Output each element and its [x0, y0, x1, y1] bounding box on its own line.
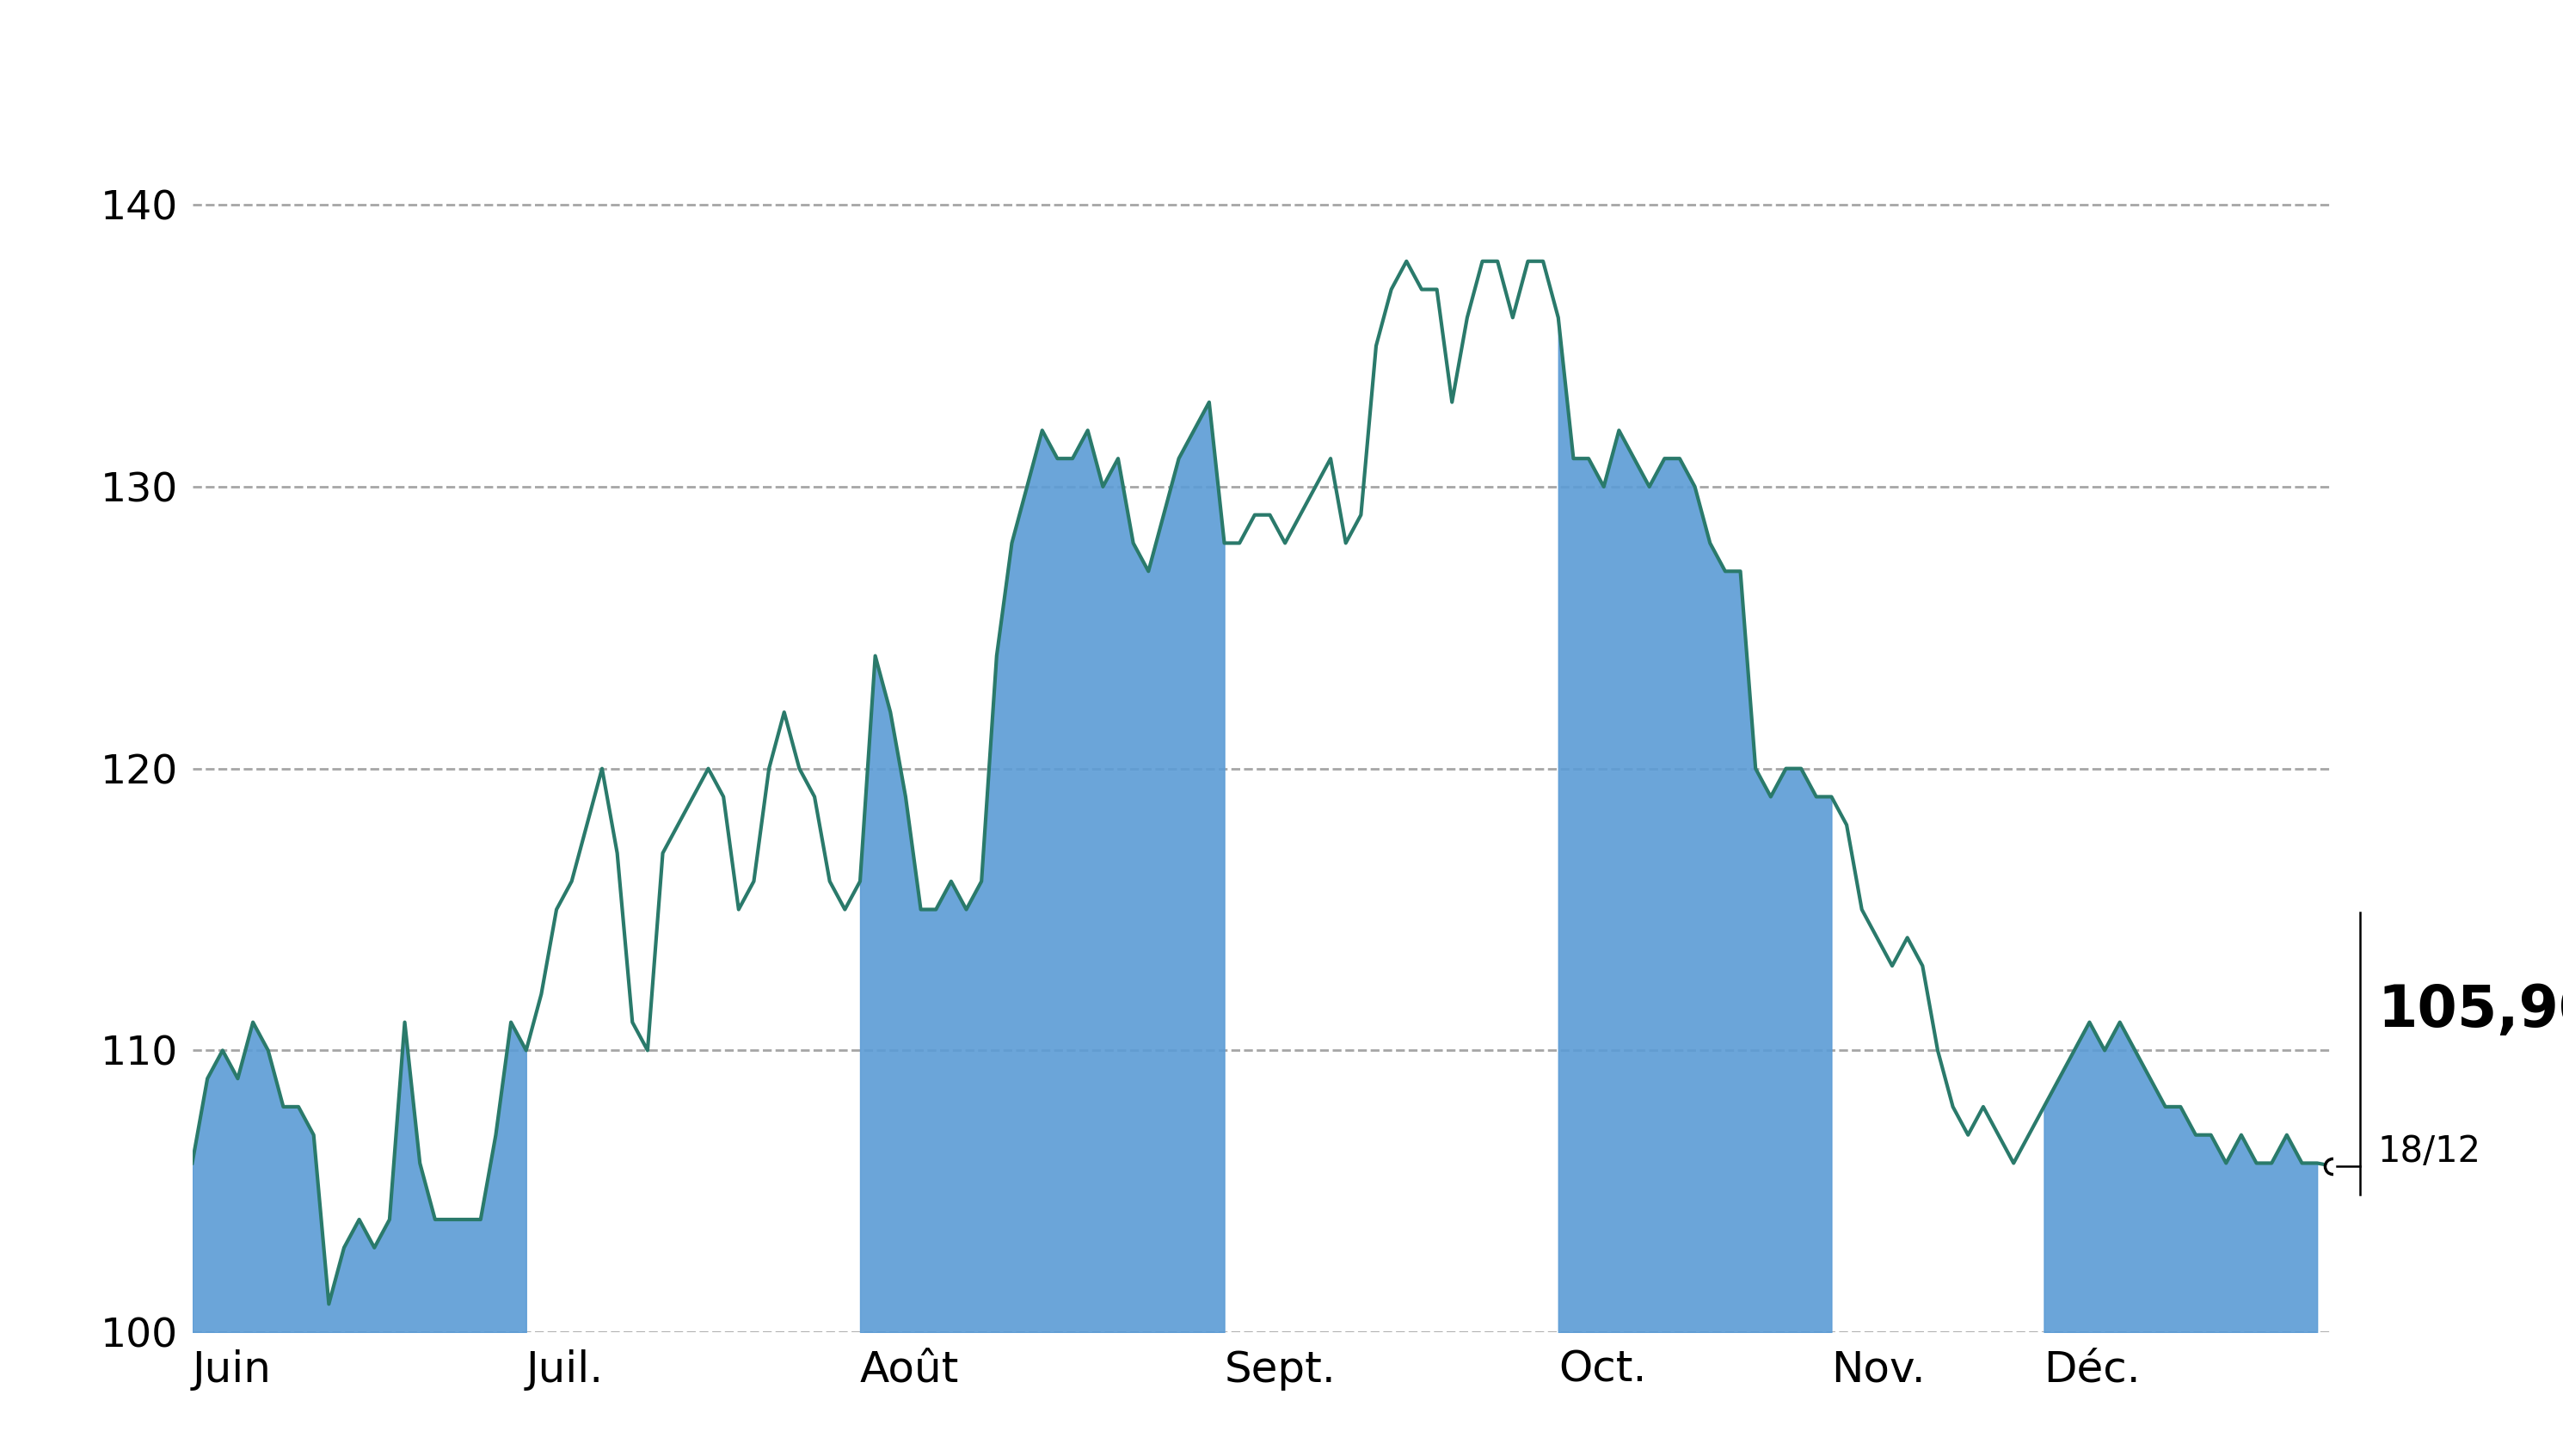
Text: 105,90: 105,90 [2378, 983, 2563, 1040]
Text: 18/12: 18/12 [2378, 1134, 2481, 1171]
Text: NEXANS: NEXANS [1061, 6, 1502, 99]
